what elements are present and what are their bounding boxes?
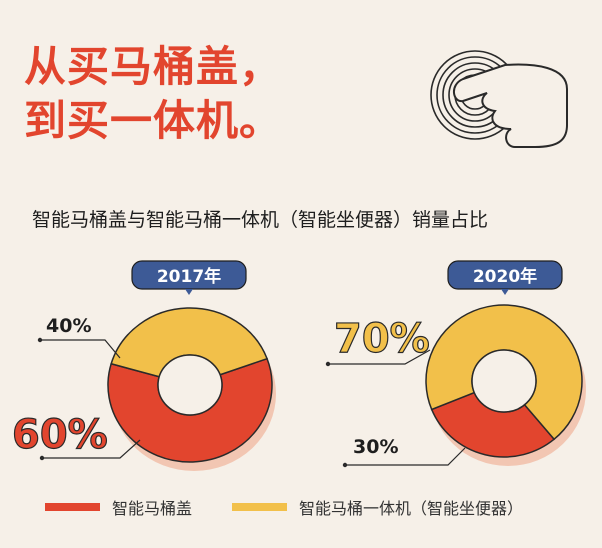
data-label: 60%	[12, 412, 108, 458]
touch-button-icon	[430, 50, 568, 148]
leader-dot	[342, 462, 348, 468]
donut-chart-2017: 2017年 60% 40%	[11, 260, 276, 471]
leader-line	[345, 447, 466, 466]
headline-line-1: 从买马桶盖，	[24, 42, 283, 91]
year-label: 2020年	[473, 266, 537, 287]
leader-line	[328, 349, 431, 365]
legend-swatch-yellow	[232, 503, 288, 511]
leader-dot	[39, 455, 45, 461]
legend-item-toilet-seat-cover: 智能马桶盖	[45, 495, 192, 519]
headline: 从买马桶盖， 到买一体机。	[24, 40, 282, 148]
year-tag: 2020年	[447, 260, 563, 295]
data-label: 30%	[353, 436, 398, 458]
leader-line	[40, 339, 121, 359]
chart-subtitle: 智能马桶盖与智能马桶一体机（智能坐便器）销量占比	[32, 209, 489, 231]
chart-legend: 智能马桶盖 智能马桶一体机（智能坐便器）	[45, 495, 563, 519]
legend-label: 智能马桶一体机（智能坐便器）	[299, 499, 524, 518]
legend-item-integrated-toilet: 智能马桶一体机（智能坐便器）	[232, 495, 523, 519]
donut-hole	[157, 354, 223, 416]
data-label: 40%	[46, 315, 91, 337]
year-label: 2017年	[157, 266, 221, 287]
data-label: 70%	[334, 316, 430, 362]
legend-swatch-red	[45, 503, 100, 511]
leader-dot	[325, 361, 331, 367]
leader-line	[42, 439, 141, 459]
legend-label: 智能马桶盖	[112, 499, 193, 518]
leader-dot	[37, 337, 43, 343]
donut-chart-2020: 2020年 30% 70%	[325, 260, 586, 468]
headline-line-2: 到买一体机。	[24, 96, 283, 145]
donut-hole	[471, 349, 537, 413]
year-tag: 2017年	[131, 260, 247, 295]
